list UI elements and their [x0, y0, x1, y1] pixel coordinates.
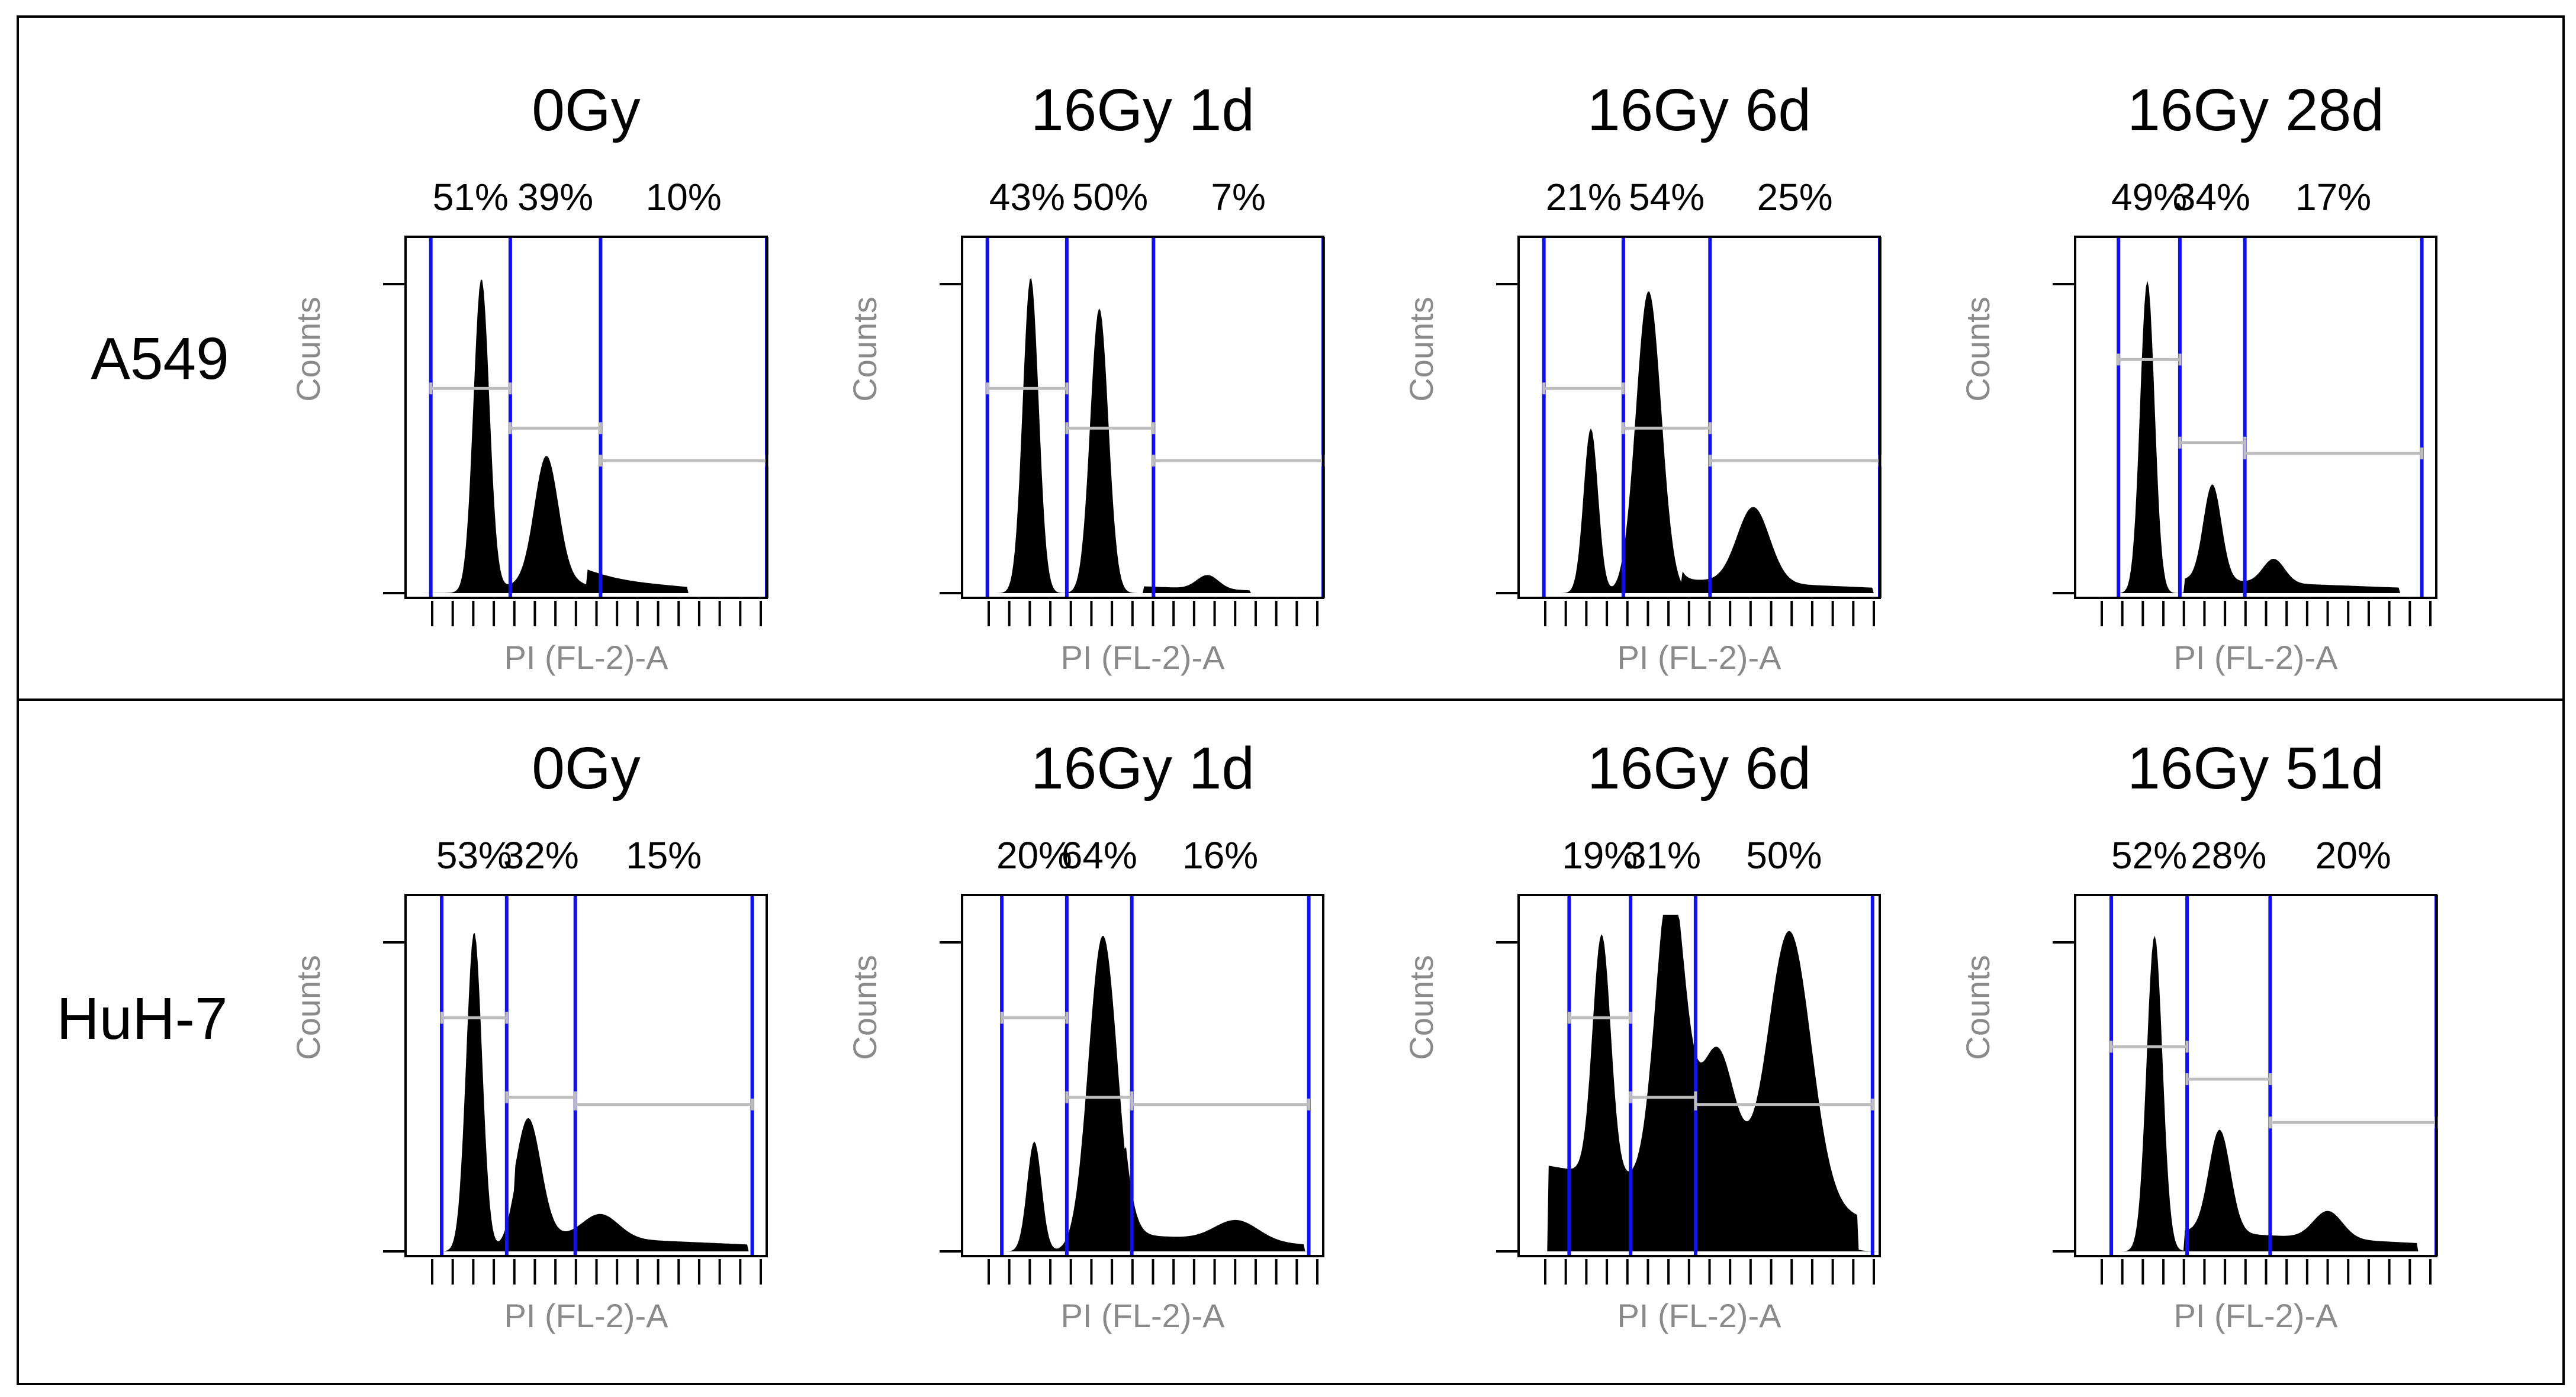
- histogram-area: [2075, 935, 2436, 1251]
- plot-frame: [961, 236, 1324, 599]
- gate-percentage: 32%: [503, 834, 579, 877]
- gate-percentage: 34%: [2175, 176, 2250, 218]
- y-axis-label: Counts: [290, 297, 327, 401]
- plot-frame: [404, 894, 768, 1257]
- gate-percentage: 21%: [1546, 176, 1622, 218]
- y-axis-label: Counts: [1403, 297, 1440, 401]
- gate-percentage: 20%: [2315, 834, 2391, 877]
- panel-a549-2: 16Gy 1d 43% 50% 7% PI (FL-2)-A Counts: [846, 77, 1325, 676]
- gate-percentage: 15%: [626, 834, 702, 877]
- x-axis-label: PI (FL-2)-A: [1617, 639, 1782, 676]
- plot-frame: [404, 236, 768, 599]
- gate-percentage: 53%: [436, 834, 512, 877]
- x-axis-label: PI (FL-2)-A: [1061, 1297, 1226, 1334]
- panel-title: 16Gy 51d: [2127, 735, 2384, 801]
- gate-percentage: 43%: [989, 176, 1065, 218]
- histogram-area: [1519, 915, 1880, 1251]
- panel-a549-3: 16Gy 6d 21% 54% 25% PI (FL-2)-A Counts: [1403, 77, 1882, 676]
- row-label-huh7: HuH-7: [57, 986, 228, 1052]
- x-axis-label: PI (FL-2)-A: [504, 1297, 669, 1334]
- histogram-area: [406, 933, 767, 1251]
- gate-percentage: 28%: [2191, 834, 2266, 877]
- gate-percentage: 64%: [1062, 834, 1137, 877]
- gate-percentage: 51%: [433, 176, 509, 218]
- y-axis-label: Counts: [290, 955, 327, 1060]
- panel-huh7-4: 16Gy 51d 52% 28% 20% PI (FL-2)-A Counts: [1959, 735, 2438, 1334]
- y-axis-label: Counts: [1959, 297, 1996, 401]
- gate-percentage: 39%: [517, 176, 593, 218]
- plot-frame: [2074, 236, 2437, 599]
- gate-percentage: 31%: [1625, 834, 1701, 877]
- panel-huh7-1: 0Gy 53%32% 15% PI (FL-2)-A Counts: [290, 735, 768, 1334]
- y-axis-label: Counts: [1959, 955, 1996, 1060]
- gate-percentage: 17%: [2295, 176, 2371, 218]
- panel-a549-4: 16Gy 28d 49%34% 17% PI (FL-2)-A Counts: [1959, 77, 2437, 676]
- x-axis-label: PI (FL-2)-A: [504, 639, 669, 676]
- plot-frame: [1517, 236, 1881, 599]
- gate-percentage: 49%: [2111, 176, 2187, 218]
- panel-huh7-2: 16Gy 1d 20%64% 16% PI (FL-2)-A Counts: [846, 735, 1324, 1334]
- panel-title: 16Gy 1d: [1031, 735, 1255, 801]
- gate-percentage: 52%: [2111, 834, 2187, 877]
- gate-percentage: 25%: [1757, 176, 1833, 218]
- panel-huh7-3: 16Gy 6d 19%31% 50% PI (FL-2)-A Counts: [1403, 735, 1881, 1334]
- gate-percentage: 50%: [1072, 176, 1148, 218]
- panel-a549-1: 0Gy 51% 39% 10% PI (FL-2)-A Counts: [290, 77, 768, 676]
- x-axis-label: PI (FL-2)-A: [2174, 639, 2339, 676]
- gate-percentage: 10%: [646, 176, 722, 218]
- gate-percentage: 20%: [996, 834, 1072, 877]
- panel-title: 16Gy 6d: [1587, 735, 1811, 801]
- histogram-area: [406, 279, 767, 593]
- plot-frame: [961, 894, 1324, 1257]
- gate-percentage: 19%: [1562, 834, 1638, 877]
- histogram-area: [962, 278, 1323, 593]
- plot-frame: [2074, 894, 2437, 1257]
- gate-percentage: 16%: [1182, 834, 1258, 877]
- gate-percentage: 7%: [1211, 176, 1266, 218]
- gate-percentage: 50%: [1746, 834, 1822, 877]
- gate-percentage: 54%: [1629, 176, 1705, 218]
- panel-title: 0Gy: [532, 77, 640, 143]
- x-axis-label: PI (FL-2)-A: [1061, 639, 1226, 676]
- y-axis-label: Counts: [846, 297, 883, 401]
- x-axis-label: PI (FL-2)-A: [2174, 1297, 2339, 1334]
- panel-title: 16Gy 1d: [1031, 77, 1255, 143]
- y-axis-label: Counts: [846, 955, 883, 1060]
- panel-title: 0Gy: [532, 735, 640, 801]
- x-axis-label: PI (FL-2)-A: [1617, 1297, 1782, 1334]
- plot-frame: [1517, 894, 1881, 1257]
- row-label-a549: A549: [91, 326, 229, 392]
- panel-title: 16Gy 6d: [1587, 77, 1811, 143]
- histogram-area: [2075, 281, 2436, 593]
- panel-title: 16Gy 28d: [2127, 77, 2384, 143]
- histogram-area: [1519, 291, 1880, 593]
- y-axis-label: Counts: [1403, 955, 1440, 1060]
